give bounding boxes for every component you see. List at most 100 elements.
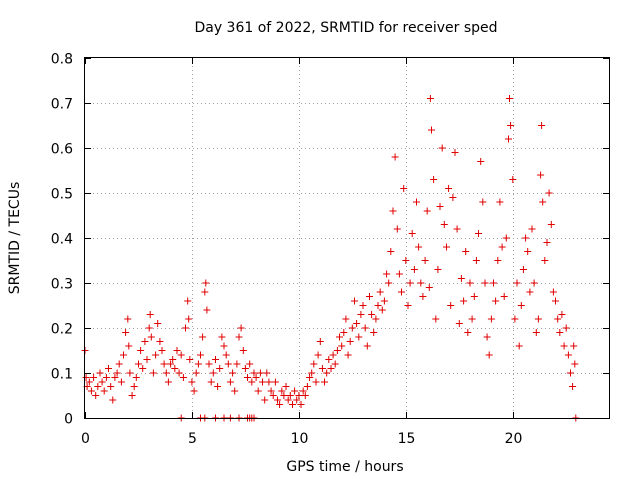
data-point xyxy=(248,378,256,386)
data-point xyxy=(306,374,314,381)
data-point xyxy=(164,378,172,386)
data-point xyxy=(421,257,429,264)
y-tick-label: 0.3 xyxy=(51,277,73,293)
data-point xyxy=(87,387,95,395)
data-point xyxy=(449,194,457,201)
data-point xyxy=(115,360,123,368)
data-points xyxy=(81,95,580,422)
data-point xyxy=(303,383,311,390)
data-point xyxy=(570,342,578,350)
data-point xyxy=(259,378,266,386)
data-point xyxy=(333,347,341,354)
data-point xyxy=(534,315,542,323)
y-tick-label: 0.7 xyxy=(51,97,73,113)
data-point xyxy=(509,176,517,183)
data-point xyxy=(237,324,245,332)
data-point xyxy=(235,333,243,341)
data-point xyxy=(173,347,181,354)
data-point xyxy=(348,324,356,332)
data-point xyxy=(263,369,271,377)
data-point xyxy=(389,207,397,215)
data-point xyxy=(511,315,519,323)
data-point xyxy=(128,392,136,399)
data-point xyxy=(331,360,339,368)
data-point xyxy=(485,351,493,359)
data-point xyxy=(383,270,391,278)
x-tick-label: 15 xyxy=(398,431,416,447)
grid-lines xyxy=(85,58,609,418)
data-point xyxy=(111,374,119,381)
data-point xyxy=(278,387,286,395)
x-tick-label: 10 xyxy=(291,431,309,447)
data-point xyxy=(571,360,579,368)
data-point xyxy=(404,302,412,309)
data-point xyxy=(167,360,175,368)
data-point xyxy=(289,401,296,408)
data-point xyxy=(146,311,154,318)
data-point xyxy=(105,365,112,372)
data-point xyxy=(530,279,538,287)
data-point xyxy=(564,351,572,359)
y-tick-label: 0.1 xyxy=(51,367,73,383)
data-point xyxy=(135,360,142,368)
y-tick-label: 0.2 xyxy=(51,322,73,338)
data-point xyxy=(483,333,491,341)
data-point xyxy=(201,288,209,296)
data-point xyxy=(254,387,262,395)
data-point xyxy=(538,122,546,129)
data-point xyxy=(410,266,418,273)
data-point xyxy=(406,279,414,287)
data-point xyxy=(205,360,213,368)
data-point xyxy=(241,365,249,372)
x-tick-label: 5 xyxy=(188,431,197,447)
data-point xyxy=(154,320,162,327)
data-point xyxy=(175,369,183,377)
data-point xyxy=(468,315,476,323)
data-point xyxy=(432,315,440,323)
data-point xyxy=(477,158,485,165)
data-point xyxy=(96,369,104,377)
data-point xyxy=(297,401,305,408)
data-point xyxy=(203,306,211,314)
data-point xyxy=(199,333,207,341)
data-point xyxy=(188,378,196,386)
data-point xyxy=(207,378,215,386)
data-point xyxy=(507,122,515,129)
data-point xyxy=(316,338,324,345)
data-point xyxy=(457,275,465,282)
x-tick-label: 0 xyxy=(81,431,90,447)
data-point xyxy=(359,302,367,309)
data-point xyxy=(346,338,354,345)
axis-ticks: 0 0.1 0.2 0.3 0.4 0.5 0.6 0.7 0.8 0 5 10 15 20 xyxy=(51,52,609,447)
data-point xyxy=(293,396,301,404)
data-point xyxy=(558,311,566,318)
data-point xyxy=(158,347,166,354)
data-point xyxy=(357,311,365,318)
data-point xyxy=(494,257,502,264)
data-point xyxy=(428,126,435,134)
data-point xyxy=(374,302,382,309)
data-point xyxy=(137,347,145,354)
data-point xyxy=(314,351,322,359)
data-point xyxy=(216,365,224,372)
data-point xyxy=(567,369,574,377)
x-axis-label: GPS time / hours xyxy=(286,459,403,475)
data-point xyxy=(186,356,194,363)
data-point xyxy=(271,378,279,386)
data-point xyxy=(276,401,284,408)
data-point xyxy=(361,324,369,332)
y-axis-label: SRMTID / TECUs xyxy=(7,182,23,295)
data-point xyxy=(312,378,320,386)
data-point xyxy=(125,342,133,350)
data-point xyxy=(522,234,530,242)
data-point xyxy=(321,378,328,386)
data-point xyxy=(440,221,448,228)
data-point xyxy=(212,356,219,363)
data-point xyxy=(505,135,512,143)
data-point xyxy=(385,279,393,287)
data-point xyxy=(549,288,557,296)
data-point xyxy=(569,383,577,390)
data-point xyxy=(261,396,269,404)
data-point xyxy=(366,293,373,300)
